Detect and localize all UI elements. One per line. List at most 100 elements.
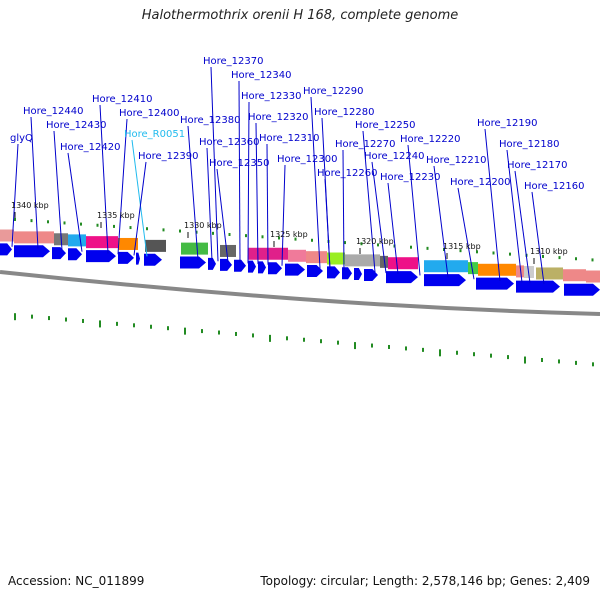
- leader-line: [266, 143, 269, 265]
- tick-dot: [591, 258, 594, 262]
- tick-mark: [99, 320, 101, 328]
- tick-dot: [360, 242, 363, 246]
- gene-label-hore_12340[interactable]: Hore_12340: [231, 70, 292, 81]
- gene-label-hore_12240[interactable]: Hore_12240: [364, 151, 425, 162]
- leader-line: [281, 164, 286, 266]
- tick-mark: [82, 318, 84, 323]
- ruler-label: 1335 kbp: [97, 211, 135, 220]
- gene-label-hore_12440[interactable]: Hore_12440: [23, 106, 84, 117]
- gene-label-hore_12160[interactable]: Hore_12160: [524, 181, 585, 192]
- tick-mark: [320, 339, 322, 344]
- gene-arrow: [307, 265, 323, 278]
- tick-dot: [14, 217, 16, 221]
- gene-label-hore_12380[interactable]: Hore_12380: [180, 115, 241, 126]
- gene-label-hore_12310[interactable]: Hore_12310: [259, 133, 320, 144]
- cog-block: [118, 237, 138, 250]
- gene-arrow: [424, 274, 466, 287]
- cog-block: [86, 236, 118, 249]
- gene-label-hore_12200[interactable]: Hore_12200: [450, 177, 511, 188]
- gene-label-hore_12190[interactable]: Hore_12190: [477, 118, 538, 129]
- cog-block: [468, 262, 478, 275]
- gene-label-hore_12250[interactable]: Hore_12250: [355, 120, 416, 131]
- gene-label-hore_12170[interactable]: Hore_12170: [507, 160, 568, 171]
- gene-arrow: [476, 277, 514, 290]
- tick-dot: [228, 232, 231, 236]
- gene-label-hore_12320[interactable]: Hore_12320: [248, 112, 309, 123]
- ruler-label: 1315 kbp: [443, 242, 481, 251]
- gene-label-glyq[interactable]: glyQ: [10, 133, 33, 144]
- gene-label-hore_12420[interactable]: Hore_12420: [60, 142, 121, 153]
- tick-mark: [456, 350, 458, 355]
- gene-arrow: [52, 247, 66, 260]
- tick-dot: [459, 249, 462, 253]
- gene-label-hore_12220[interactable]: Hore_12220: [400, 134, 461, 145]
- leader-line: [433, 165, 449, 278]
- tick-mark: [48, 316, 50, 321]
- gene-label-hore_12230[interactable]: Hore_12230: [380, 172, 441, 183]
- cog-block: [345, 254, 380, 267]
- tick-dot: [344, 241, 346, 245]
- gene-arrow: [354, 268, 362, 281]
- tick-dot: [410, 245, 412, 249]
- gene-arrow: [327, 266, 340, 279]
- ruler-label: 1340 kbp: [11, 201, 49, 210]
- gene-arrow: [285, 263, 305, 276]
- tick-mark: [150, 324, 152, 329]
- gene-label-hore_r0051[interactable]: Hore_R0051: [124, 129, 185, 140]
- gene-arrow: [68, 248, 82, 261]
- cog-block: [563, 269, 586, 282]
- leader-line: [238, 80, 241, 263]
- gene-label-hore_12290[interactable]: Hore_12290: [303, 86, 364, 97]
- gene-label-hore_12410[interactable]: Hore_12410: [92, 94, 153, 105]
- tick-dot: [162, 228, 165, 232]
- gene-label-hore_12430[interactable]: Hore_12430: [46, 120, 107, 131]
- tick-mark: [592, 362, 594, 367]
- tick-dot: [542, 254, 544, 258]
- tick-dot: [377, 243, 379, 247]
- gene-label-hore_12400[interactable]: Hore_12400: [119, 108, 180, 119]
- tick-mark: [371, 343, 373, 348]
- leader-line: [11, 143, 19, 247]
- tick-mark: [218, 330, 220, 335]
- gene-arrow-track: [0, 243, 600, 296]
- leader-line: [310, 96, 321, 269]
- cog-block: [478, 263, 516, 276]
- genome-title: Halothermothrix orenii H 168, complete g…: [141, 8, 459, 23]
- gene-label-hore_12360[interactable]: Hore_12360: [199, 137, 260, 148]
- tick-dot: [47, 220, 49, 224]
- gene-label-hore_12180[interactable]: Hore_12180: [499, 139, 560, 150]
- gene-label-hore_12260[interactable]: Hore_12260: [317, 168, 378, 179]
- tick-dot: [195, 230, 198, 234]
- tick-mark: [558, 359, 560, 364]
- cog-block: [181, 242, 208, 255]
- cog-block: [424, 260, 468, 273]
- tick-mark: [31, 314, 33, 319]
- leader-line: [407, 144, 421, 276]
- tick-dot: [476, 250, 478, 254]
- gene-label-hore_12330[interactable]: Hore_12330: [241, 91, 302, 102]
- leader-line: [255, 122, 259, 265]
- genome-backbone: [0, 270, 600, 316]
- cog-block: [306, 251, 327, 264]
- tick-mark: [541, 357, 543, 362]
- cog-block: [536, 267, 563, 280]
- tick-mark: [252, 333, 254, 338]
- cog-block: [145, 239, 166, 252]
- gene-arrow: [136, 252, 140, 265]
- gene-label-hore_12350[interactable]: Hore_12350: [209, 158, 270, 169]
- gene-label-hore_12270[interactable]: Hore_12270: [335, 139, 396, 150]
- gene-label-hore_12210[interactable]: Hore_12210: [426, 155, 487, 166]
- leader-line: [531, 191, 545, 285]
- gene-label-hore_12280[interactable]: Hore_12280: [314, 107, 375, 118]
- tick-mark: [507, 355, 509, 360]
- tick-dot: [179, 229, 181, 233]
- tick-mark: [14, 313, 16, 321]
- tick-mark: [405, 346, 407, 351]
- gene-label-hore_12390[interactable]: Hore_12390: [138, 151, 199, 162]
- tick-dot: [509, 252, 511, 256]
- tick-dot: [212, 231, 214, 235]
- gene-label-hore_12300[interactable]: Hore_12300: [277, 154, 338, 165]
- tick-dot: [426, 246, 429, 250]
- gene-label-hore_12370[interactable]: Hore_12370: [203, 56, 264, 67]
